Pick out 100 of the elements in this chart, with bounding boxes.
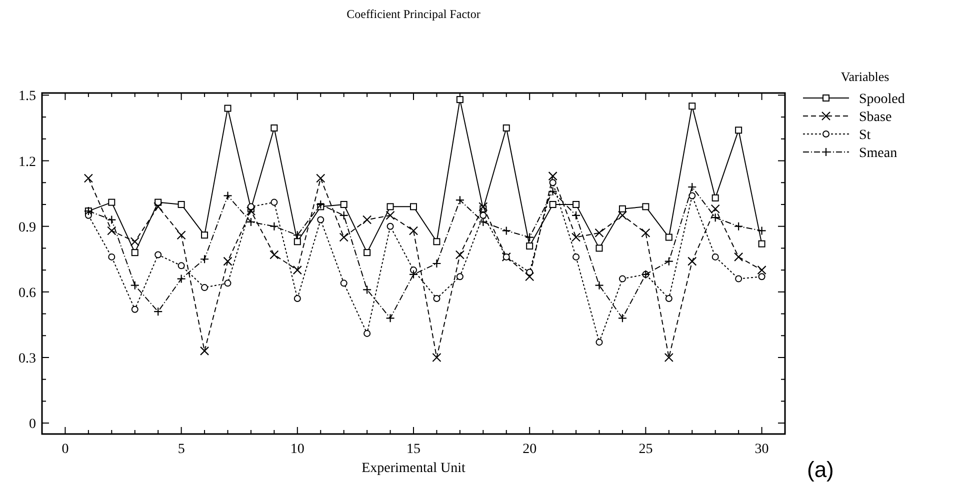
point (200, 346, 210, 356)
point (758, 240, 766, 248)
point (246, 206, 256, 216)
point (478, 202, 488, 212)
point (154, 251, 162, 258)
point (408, 226, 418, 236)
point (130, 237, 140, 246)
point (735, 275, 742, 282)
point (339, 232, 348, 242)
point (618, 275, 626, 282)
point (340, 200, 348, 208)
point (176, 274, 186, 284)
point (386, 210, 395, 220)
point (433, 294, 440, 302)
point (176, 230, 186, 240)
y-tick-label: 0.9 (18, 220, 36, 236)
point (664, 256, 674, 266)
point (270, 124, 278, 132)
point (224, 280, 232, 287)
y-tick-label: 0.6 (18, 286, 36, 301)
point (432, 352, 442, 362)
point (456, 96, 464, 104)
point (224, 104, 232, 112)
point (594, 280, 604, 290)
y-tick-label: 0.3 (18, 351, 36, 366)
x-tick-label: 20 (522, 442, 537, 457)
point (364, 330, 371, 337)
point (618, 210, 628, 220)
point (571, 232, 581, 242)
point (292, 266, 302, 275)
text: (a) (807, 457, 834, 482)
point (246, 217, 256, 227)
point (410, 203, 417, 210)
point (339, 210, 348, 220)
point (688, 256, 697, 266)
point (594, 228, 604, 238)
x-tick-label: 5 (178, 442, 185, 457)
point (108, 253, 116, 260)
point (688, 102, 696, 110)
x-axis-title: Experimental Unit (362, 461, 466, 476)
point (664, 352, 674, 362)
point (270, 222, 279, 231)
point (130, 280, 140, 290)
point (317, 216, 324, 224)
point (131, 306, 138, 313)
point (364, 249, 371, 256)
y-tick-label: 0 (29, 417, 36, 432)
point (665, 294, 672, 302)
point (525, 272, 534, 282)
point (362, 285, 372, 294)
legend-label: Smean (859, 146, 898, 161)
point (201, 232, 208, 239)
point (408, 270, 418, 279)
y-tick-label: 1.5 (18, 89, 36, 104)
legend-title: Variables (840, 69, 890, 84)
point (710, 204, 720, 214)
point (386, 222, 394, 230)
point (270, 198, 278, 206)
point (712, 194, 719, 202)
point (316, 174, 326, 183)
point (340, 280, 348, 287)
point (758, 273, 766, 280)
point (201, 284, 208, 292)
point (154, 202, 163, 212)
point (571, 210, 581, 220)
point (642, 203, 650, 210)
y-tick-label: 1.2 (18, 154, 36, 170)
point (549, 179, 556, 186)
point (572, 253, 580, 260)
point (108, 198, 116, 206)
x-tick-label: 10 (290, 442, 304, 457)
point (688, 192, 696, 200)
point (549, 200, 556, 208)
point (84, 212, 92, 219)
point (433, 238, 440, 246)
point (410, 266, 417, 274)
x-tick-label: 30 (754, 442, 769, 457)
point (712, 253, 719, 260)
point (84, 174, 93, 183)
legend-label: Sbase (859, 110, 892, 125)
point (526, 268, 534, 276)
point (618, 314, 628, 323)
point (107, 226, 116, 236)
point (178, 262, 185, 270)
point (200, 254, 210, 264)
point (757, 266, 766, 275)
point (386, 314, 395, 323)
point (223, 191, 232, 200)
point (502, 124, 510, 132)
point (596, 338, 603, 346)
point (641, 228, 650, 238)
point (386, 203, 394, 210)
point (572, 200, 580, 208)
point (294, 294, 301, 302)
point (548, 172, 558, 181)
point (455, 250, 464, 260)
x-tick-label: 0 (62, 442, 69, 457)
point (154, 307, 163, 316)
legend-label: St (859, 128, 871, 143)
point (734, 252, 744, 262)
